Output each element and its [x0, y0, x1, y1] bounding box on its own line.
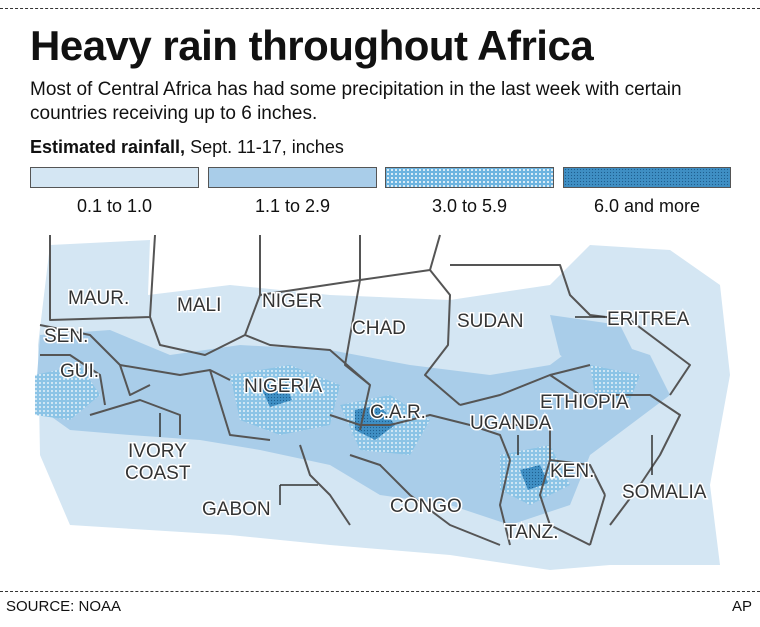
label-nigeria: NIGERIA: [244, 376, 322, 397]
label-ivory: IVORY: [128, 441, 187, 462]
label-somalia: SOMALIA: [622, 482, 707, 503]
label-gabon: GABON: [202, 499, 271, 520]
legend-swatch-medium: [208, 167, 377, 188]
label-uganda: UGANDA: [470, 413, 552, 434]
legend-title-bold: Estimated rainfall,: [30, 137, 186, 157]
leader-lines: [159, 316, 653, 505]
legend-title: Estimated rainfall, Sept. 11-17, inches: [30, 137, 344, 158]
agency-credit: AP: [731, 598, 752, 615]
label-mali: MALI: [177, 295, 221, 316]
label-coast: COAST: [125, 463, 191, 484]
legend-label-medium: 1.1 to 2.9: [254, 196, 331, 216]
label-niger: NIGER: [262, 291, 322, 312]
label-kenya: KEN.: [550, 461, 594, 482]
label-congo: CONGO: [390, 496, 462, 517]
top-dashed-rule: [0, 8, 760, 9]
source-credit: SOURCE: NOAA: [6, 598, 122, 615]
label-tanzania: TANZ.: [505, 522, 558, 543]
page-title: Heavy rain throughout Africa: [30, 22, 594, 69]
legend-swatch-heavy: [385, 167, 554, 188]
legend-label-extreme: 6.0 and more: [593, 196, 701, 216]
legend-swatch-light: [30, 167, 199, 188]
legend-label-heavy: 3.0 to 5.9: [431, 196, 508, 216]
bottom-dashed-rule: [0, 591, 760, 592]
label-eritrea: ERITREA: [607, 309, 690, 330]
country-labels: MAUR. MALI NIGER CHAD SUDAN ERITREA SEN.…: [43, 287, 709, 545]
label-senegal: SEN.: [44, 326, 88, 347]
africa-rainfall-map: MAUR. MALI NIGER CHAD SUDAN ERITREA SEN.…: [30, 225, 734, 577]
page-subtitle: Most of Central Africa has had some prec…: [30, 79, 682, 124]
legend-swatch-extreme: [563, 167, 731, 188]
legend-label-light: 0.1 to 1.0: [76, 196, 153, 216]
rain-zone-extreme: [260, 383, 548, 490]
label-sudan: SUDAN: [457, 311, 524, 332]
label-guinea: GUI.: [60, 361, 99, 382]
label-car: C.A.R.: [370, 402, 426, 423]
label-chad: CHAD: [352, 318, 406, 339]
country-borders: [39, 234, 691, 546]
legend-title-rest: Sept. 11-17, inches: [185, 137, 344, 157]
label-mauritania: MAUR.: [68, 288, 129, 309]
label-ethiopia: ETHIOPIA: [540, 392, 629, 413]
